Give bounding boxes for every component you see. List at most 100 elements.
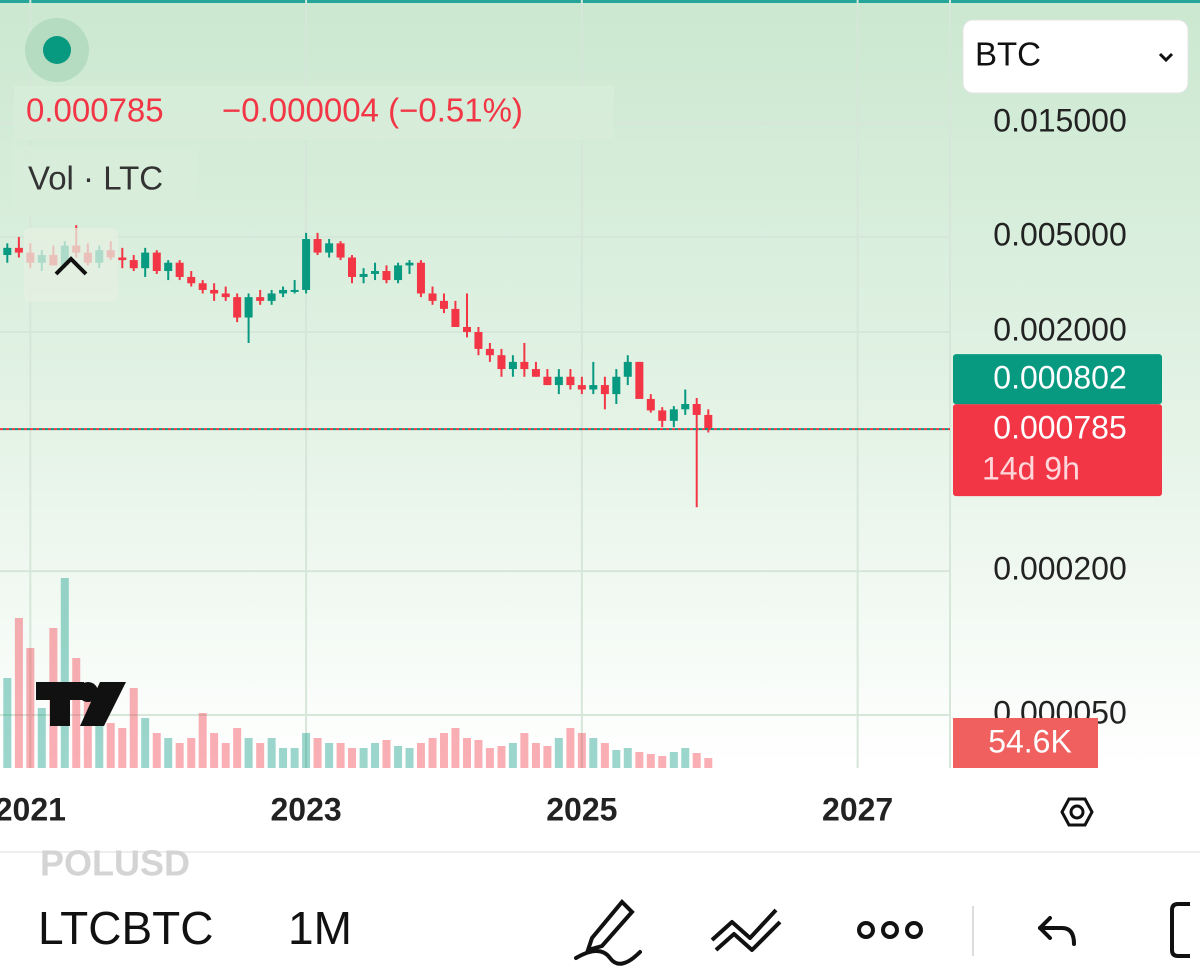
volume-bar [428, 738, 437, 768]
fullscreen-button[interactable] [1170, 902, 1190, 958]
volume-bar [612, 750, 621, 768]
candle-body [256, 297, 265, 301]
candle-body [3, 247, 12, 256]
candle-body [600, 385, 609, 395]
undo-button[interactable] [1038, 916, 1076, 946]
volume-bar [543, 746, 552, 768]
volume-bar [692, 753, 701, 768]
candle-body [623, 361, 632, 377]
candle-body [612, 376, 621, 395]
candle-body [313, 239, 322, 253]
candle-body [118, 257, 127, 261]
y-tick-label: 0.000200 [993, 551, 1126, 587]
volume-legend-box [12, 146, 198, 216]
volume-bar [187, 738, 196, 768]
volume-bar [279, 748, 288, 768]
volume-bar [95, 708, 104, 768]
volume-bar [704, 758, 713, 768]
ghost-symbol: POLUSD [40, 843, 190, 884]
status-dot [43, 36, 71, 64]
volume-bar [348, 748, 357, 768]
volume-bar [531, 743, 540, 768]
collapse-button[interactable] [24, 228, 118, 302]
candle-body [348, 257, 357, 277]
volume-bar [325, 743, 334, 768]
volume-bar [106, 723, 115, 768]
candle-body [566, 376, 575, 386]
volume-bar [646, 754, 655, 768]
candle-body [210, 289, 219, 294]
settings-button[interactable] [1060, 797, 1094, 827]
candle-body [589, 385, 598, 390]
volume-bar [416, 743, 425, 768]
legend-box [14, 86, 614, 140]
volume-bar [577, 733, 586, 768]
currency-label: BTC [975, 36, 1041, 73]
indicators-button[interactable] [710, 908, 782, 952]
volume-bar [589, 738, 598, 768]
volume-bar [267, 738, 276, 768]
volume-bar [118, 728, 127, 768]
candle-body [129, 260, 138, 269]
candle-body [439, 300, 448, 309]
candle-body [359, 273, 368, 277]
volume-bar [37, 708, 46, 768]
candle-body [531, 369, 540, 377]
candle-body [164, 262, 173, 272]
volume-bar [359, 748, 368, 768]
interval-button[interactable]: 1M [288, 902, 352, 954]
volume-bar [635, 752, 644, 768]
symbol-button[interactable]: LTCBTC [38, 902, 214, 954]
volume-bar [141, 718, 150, 768]
candle-body [520, 361, 529, 370]
candle-body [704, 414, 713, 430]
more-button[interactable] [857, 921, 923, 939]
candle-body [302, 239, 311, 290]
candle-body [290, 289, 299, 292]
volume-bar [463, 738, 472, 768]
candle-body [463, 326, 472, 333]
candle-body [508, 361, 517, 370]
candle-body [221, 293, 230, 298]
x-tick-label: 2027 [822, 791, 893, 827]
currency-dropdown[interactable] [962, 19, 1189, 94]
y-tick-label: 0.005000 [993, 216, 1126, 252]
collapse-icon [54, 256, 88, 276]
volume-bar [152, 733, 161, 768]
volume-bar [497, 746, 506, 768]
candle-body [267, 293, 276, 301]
volume-bar [164, 738, 173, 768]
volume-bar [371, 743, 380, 768]
volume-bar [290, 748, 299, 768]
candle-body [451, 308, 460, 327]
candle-body [658, 410, 667, 421]
volume-bar [175, 743, 184, 768]
draw-button[interactable] [574, 899, 642, 966]
price-marker-label: 0.000785 [993, 410, 1126, 446]
volume-bar [210, 733, 219, 768]
candle-body [635, 361, 644, 399]
volume-bar [474, 740, 483, 768]
candle-body [646, 398, 655, 411]
volume-bar [256, 743, 265, 768]
volume-bar [623, 748, 632, 768]
candle-body [244, 297, 253, 318]
candle-body [325, 243, 334, 253]
candle-body [14, 247, 23, 253]
volume-bar [83, 688, 92, 768]
candle-body [543, 376, 552, 386]
candle-body [554, 376, 563, 386]
legend-last: 0.000785 [26, 92, 164, 129]
x-tick-label: 2021 [0, 791, 66, 827]
volume-bar [439, 733, 448, 768]
settings-icon [1069, 804, 1085, 820]
tv-logo [36, 682, 126, 726]
legend-change: −0.000004 (−0.51%) [222, 92, 523, 129]
candle-body [416, 262, 425, 294]
candle-body [175, 262, 184, 277]
volume-bar [382, 740, 391, 768]
volume-bar [681, 748, 690, 768]
volume-bar [658, 756, 667, 768]
volume-bar [520, 733, 529, 768]
